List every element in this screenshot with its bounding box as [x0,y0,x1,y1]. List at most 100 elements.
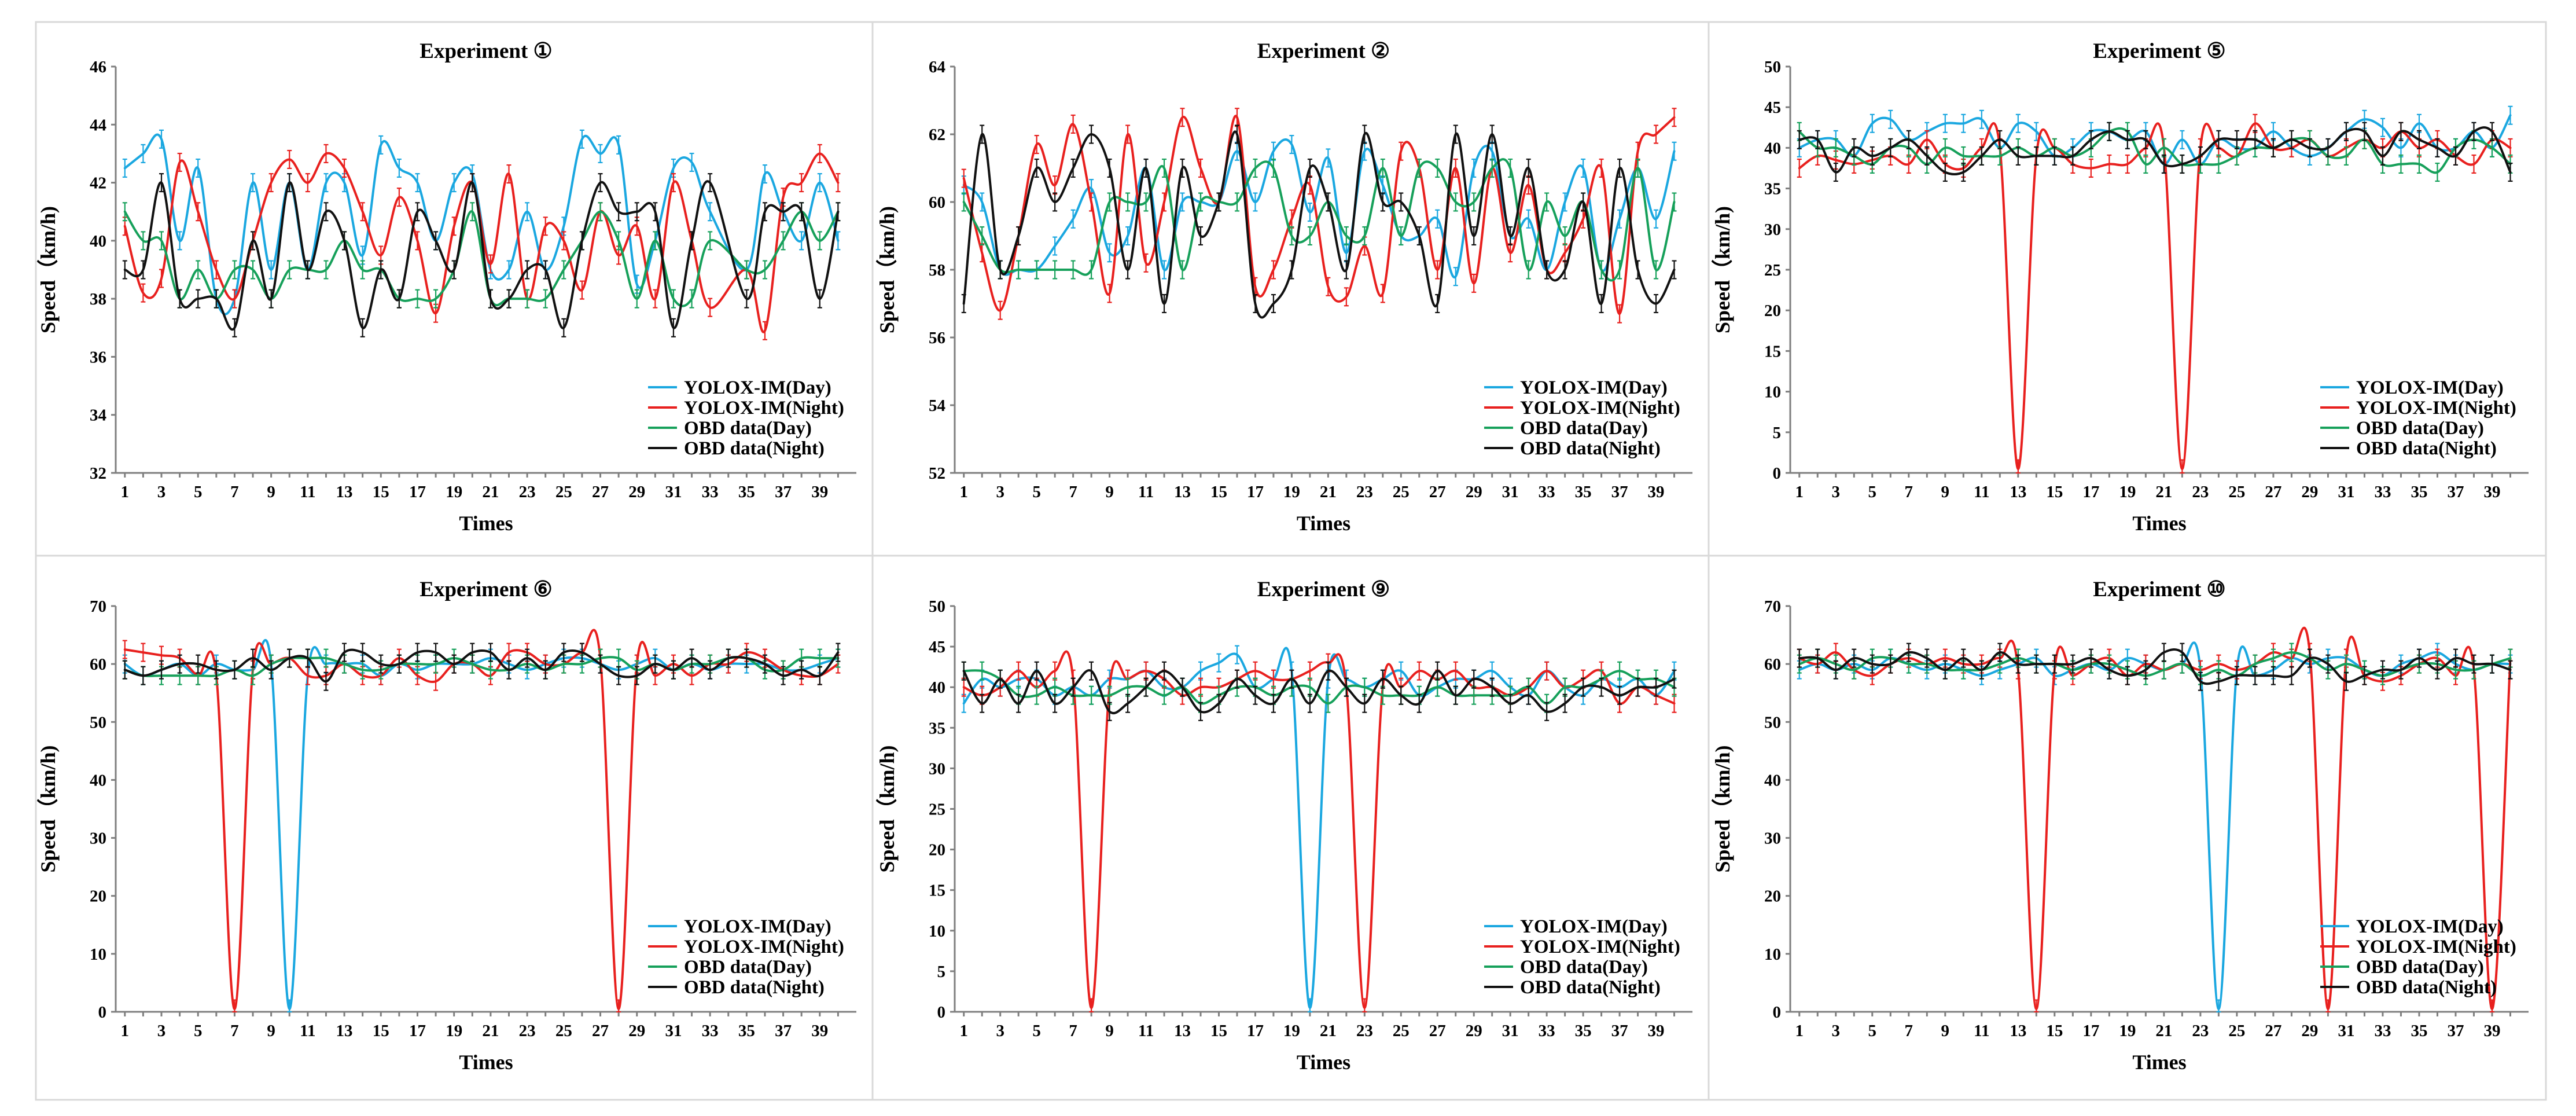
y-tick-label: 0 [937,1003,946,1022]
x-tick-label: 31 [2338,483,2354,501]
x-tick-label: 19 [1283,1022,1300,1040]
x-tick-label: 33 [702,1022,719,1040]
legend-label: YOLOX-IM(Night) [1520,398,1680,419]
x-tick-label: 3 [996,1022,1004,1040]
chart-title: Experiment ⑤ [2093,39,2225,63]
legend: YOLOX-IM(Day)YOLOX-IM(Night)OBD data(Day… [2320,916,2516,998]
y-tick-label: 50 [1764,58,1781,76]
y-tick-label: 40 [90,232,106,251]
y-tick-label: 50 [90,713,106,732]
x-tick-label: 29 [628,1022,645,1040]
y-tick-label: 30 [1764,829,1781,848]
legend-label: YOLOX-IM(Day) [1520,377,1668,398]
x-tick-label: 1 [121,1022,130,1040]
series-4 [122,173,841,337]
y-axis-title: Speed（km/h) [875,206,899,333]
x-tick-label: 9 [267,483,275,501]
x-tick-label: 25 [1393,483,1410,501]
y-tick-label: 20 [1764,887,1781,906]
chart-title: Experiment ⑨ [1257,578,1390,601]
x-tick-label: 3 [1832,1022,1841,1040]
legend: YOLOX-IM(Day)YOLOX-IM(Night)OBD data(Day… [648,377,844,459]
legend: YOLOX-IM(Day)YOLOX-IM(Night)OBD data(Day… [648,916,844,998]
y-axis-title: Speed（km/h) [875,745,899,872]
series-4 [961,661,1677,721]
y-tick-label: 10 [1764,945,1781,964]
y-axis-title: Speed（km/h) [36,745,60,872]
x-tick-label: 29 [1466,483,1482,501]
series-line [123,133,840,315]
x-tick-label: 37 [775,483,792,501]
legend: YOLOX-IM(Day)YOLOX-IM(Night)OBD data(Day… [1484,916,1680,998]
y-tick-label: 42 [90,174,106,193]
legend-label: OBD data(Night) [1520,977,1661,998]
x-tick-label: 9 [1105,483,1114,501]
y-tick-label: 10 [929,922,945,941]
x-tick-label: 9 [1941,1022,1950,1040]
y-tick-label: 5 [1773,424,1782,442]
x-tick-label: 7 [1069,1022,1077,1040]
x-tick-label: 31 [1502,483,1519,501]
legend-label: YOLOX-IM(Night) [2356,937,2516,957]
x-tick-label: 15 [373,1022,389,1040]
x-tick-label: 9 [1105,1022,1114,1040]
x-tick-label: 19 [446,483,462,501]
x-tick-label: 27 [2265,483,2281,501]
x-tick-label: 33 [1539,1022,1555,1040]
x-tick-label: 37 [775,1022,792,1040]
x-tick-label: 35 [738,1022,755,1040]
legend-label: OBD data(Day) [1520,957,1648,978]
x-tick-label: 11 [1974,1022,1989,1040]
x-tick-label: 1 [959,1022,968,1040]
x-tick-label: 29 [2301,483,2318,501]
y-axis-title: Speed（km/h) [36,206,60,333]
x-tick-label: 7 [1905,1022,1913,1040]
x-tick-label: 35 [2411,1022,2427,1040]
legend-label: YOLOX-IM(Day) [1520,916,1668,937]
x-tick-label: 11 [300,483,315,501]
y-tick-label: 60 [90,655,106,674]
y-tick-label: 50 [1764,713,1781,732]
legend-label: YOLOX-IM(Day) [2356,377,2504,398]
error-bars [961,158,1677,280]
x-tick-label: 7 [230,483,239,501]
x-tick-label: 31 [2338,1022,2354,1040]
x-tick-label: 27 [2265,1022,2281,1040]
y-tick-label: 35 [1764,180,1781,199]
y-tick-label: 20 [1764,302,1781,320]
x-tick-label: 3 [1832,483,1841,501]
x-tick-label: 15 [1210,483,1227,501]
x-tick-label: 17 [2082,1022,2099,1040]
legend-label: YOLOX-IM(Night) [2356,398,2516,419]
x-tick-label: 5 [194,1022,203,1040]
series-line [962,647,1676,1009]
y-tick-label: 15 [929,882,945,900]
series-4 [122,643,841,691]
x-tick-label: 7 [1905,483,1913,501]
y-tick-label: 20 [90,887,106,906]
panel-frame [1707,21,2547,557]
y-tick-label: 60 [1764,655,1781,674]
x-tick-label: 25 [2228,1022,2245,1040]
error-bars [961,124,1677,314]
y-tick-label: 15 [1764,342,1781,361]
x-tick-label: 37 [2447,1022,2464,1040]
y-tick-label: 0 [1773,464,1782,483]
panel-frame [1707,555,2547,1101]
x-tick-label: 39 [811,483,828,501]
y-tick-label: 10 [1764,383,1781,402]
x-tick-label: 35 [1575,483,1592,501]
x-tick-label: 27 [592,1022,609,1040]
error-bars [122,643,841,691]
x-tick-label: 21 [2155,483,2172,501]
series-line [1798,126,2512,176]
x-tick-label: 33 [1539,483,1555,501]
y-tick-label: 45 [929,638,945,656]
x-tick-label: 23 [1356,1022,1373,1040]
x-tick-label: 35 [1575,1022,1592,1040]
x-tick-label: 1 [1795,483,1804,501]
y-tick-label: 5 [937,963,946,981]
x-tick-label: 29 [2301,1022,2318,1040]
x-tick-label: 21 [2155,1022,2172,1040]
